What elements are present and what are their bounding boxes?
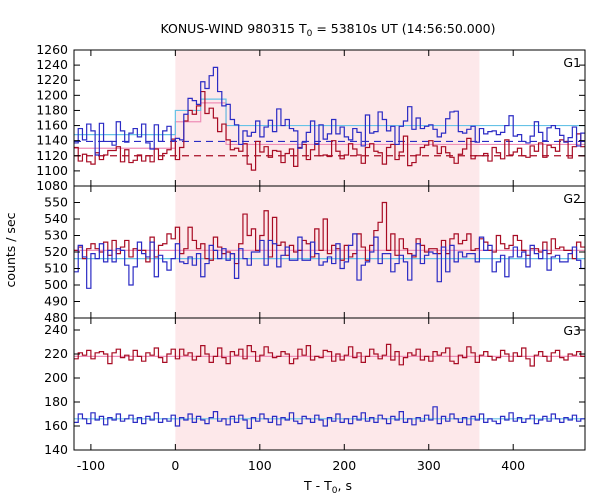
y-tick-label: 1100 (36, 163, 68, 178)
panel-label: G2 (563, 191, 581, 206)
panel-label: G3 (563, 323, 581, 338)
series-red-g2 (74, 201, 585, 265)
y-tick-label: 1180 (36, 102, 68, 117)
x-tick-label: 300 (417, 458, 441, 473)
y-tick-label: 1200 (36, 87, 68, 102)
y-tick-label: 200 (44, 370, 68, 385)
panel-plot-area (74, 66, 585, 171)
series-red-g1 (74, 90, 585, 171)
y-tick-label: 1220 (36, 72, 68, 87)
panels-layer: 1080110011201140116011801200122012401260… (36, 42, 586, 473)
y-tick-label: 480 (44, 310, 68, 325)
chart-title: KONUS-WIND 980315 T0 = 53810s UT (14:56:… (160, 21, 495, 39)
series-red-g3 (74, 343, 585, 367)
x-tick-label: 400 (501, 458, 525, 473)
y-tick-label: 1140 (36, 133, 68, 148)
y-tick-label: 1080 (36, 178, 68, 193)
y-tick-label: 520 (44, 244, 68, 259)
y-axis-label: counts / sec (3, 212, 18, 287)
x-tick-label: 100 (248, 458, 272, 473)
y-tick-label: 550 (44, 195, 68, 210)
panel-frame (73, 317, 586, 451)
x-tick-label: -100 (77, 458, 105, 473)
y-tick-label: 180 (44, 394, 68, 409)
y-tick-label: 240 (44, 322, 68, 337)
series-blue-g3 (74, 406, 585, 429)
x-axis-label: T - T0, s (303, 478, 352, 496)
x-tick-label: 0 (171, 458, 179, 473)
y-tick-label: 140 (44, 442, 68, 457)
y-tick-label: 160 (44, 418, 68, 433)
series-blue-g1 (74, 66, 585, 156)
y-tick-label: 490 (44, 294, 68, 309)
x-tick-label: 200 (332, 458, 356, 473)
y-tick-label: 530 (44, 228, 68, 243)
panel-plot-area (74, 343, 585, 429)
y-tick-label: 1260 (36, 42, 68, 57)
y-tick-label: 1120 (36, 148, 68, 163)
y-tick-label: 510 (44, 261, 68, 276)
panel-g3: 140 160 180 200 220 240 G3 (44, 317, 586, 457)
panel-label: G1 (563, 55, 581, 70)
y-tick-label: 500 (44, 277, 68, 292)
y-tick-label: 220 (44, 346, 68, 361)
y-tick-label: 1240 (36, 57, 68, 72)
panel-plot-area (74, 201, 585, 289)
y-tick-label: 540 (44, 211, 68, 226)
series-blue-g2 (74, 233, 585, 289)
y-tick-label: 1160 (36, 118, 68, 133)
x-tick-labels: -100 0 100 200 300 400 (77, 458, 525, 473)
